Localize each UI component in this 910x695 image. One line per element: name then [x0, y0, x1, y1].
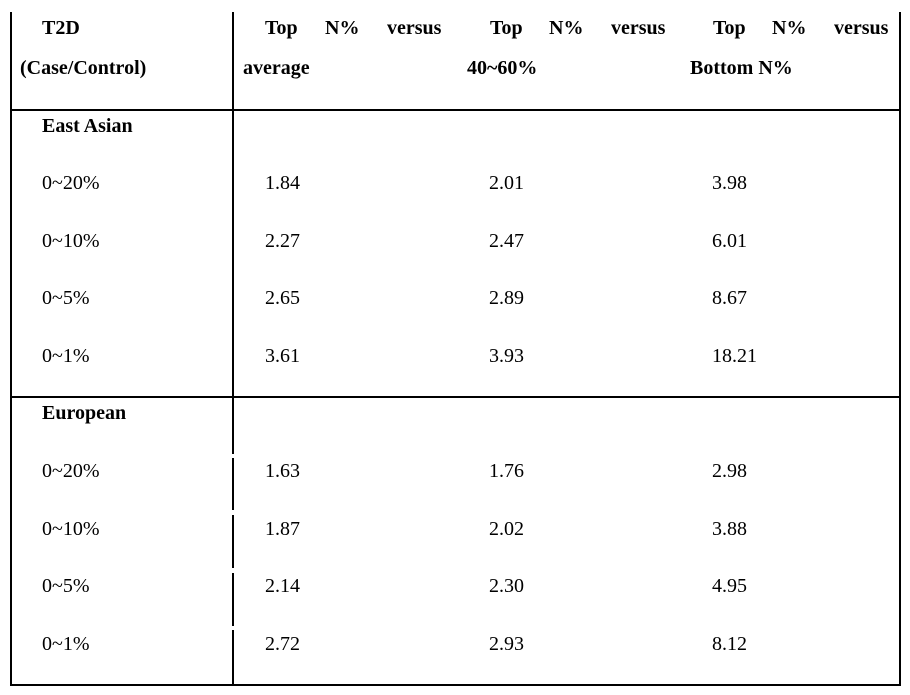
- header-col4-top: Top: [713, 17, 746, 39]
- cell-vs-bottom: 3.88: [712, 518, 747, 540]
- cell-vs-40-60: 2.47: [489, 230, 524, 252]
- group-divider-rule: [10, 396, 901, 398]
- header-t2d: T2D: [42, 17, 80, 39]
- cell-vs-40-60: 2.89: [489, 287, 524, 309]
- cell-vs-average: 1.87: [265, 518, 300, 540]
- row-range: 0~5%: [42, 575, 90, 597]
- group-label: East Asian: [42, 115, 133, 137]
- column-divider-european-label: [232, 397, 234, 454]
- cell-vs-40-60: 3.93: [489, 345, 524, 367]
- cell-vs-average: 2.65: [265, 287, 300, 309]
- column-divider-row: [232, 573, 234, 626]
- cell-vs-40-60: 2.02: [489, 518, 524, 540]
- cell-vs-bottom: 8.12: [712, 633, 747, 655]
- cell-vs-40-60: 2.93: [489, 633, 524, 655]
- cell-vs-40-60: 1.76: [489, 460, 524, 482]
- header-rule: [10, 109, 901, 111]
- cell-vs-average: 1.84: [265, 172, 300, 194]
- header-col4-line2: Bottom N%: [690, 57, 793, 79]
- cell-vs-bottom: 6.01: [712, 230, 747, 252]
- row-range: 0~1%: [42, 633, 90, 655]
- row-range: 0~20%: [42, 460, 100, 482]
- column-divider-top: [232, 12, 234, 397]
- header-col3-top: Top: [490, 17, 523, 39]
- header-col4-n: N%: [772, 17, 807, 39]
- row-range: 0~10%: [42, 518, 100, 540]
- header-col3-n: N%: [549, 17, 584, 39]
- cell-vs-bottom: 18.21: [712, 345, 757, 367]
- group-label: European: [42, 402, 127, 424]
- header-col2-line2: average: [243, 57, 310, 79]
- cell-vs-bottom: 4.95: [712, 575, 747, 597]
- table-frame: [10, 12, 901, 686]
- header-col2-top: Top: [265, 17, 298, 39]
- cell-vs-average: 2.72: [265, 633, 300, 655]
- row-range: 0~20%: [42, 172, 100, 194]
- cell-vs-average: 2.27: [265, 230, 300, 252]
- header-col3-versus: versus: [611, 17, 666, 39]
- column-divider-row: [232, 458, 234, 510]
- row-range: 0~1%: [42, 345, 90, 367]
- cell-vs-average: 3.61: [265, 345, 300, 367]
- cell-vs-bottom: 3.98: [712, 172, 747, 194]
- header-col2-n: N%: [325, 17, 360, 39]
- column-divider-row: [232, 630, 234, 686]
- row-range: 0~10%: [42, 230, 100, 252]
- cell-vs-bottom: 8.67: [712, 287, 747, 309]
- cell-vs-average: 2.14: [265, 575, 300, 597]
- header-col4-versus: versus: [834, 17, 889, 39]
- cell-vs-40-60: 2.30: [489, 575, 524, 597]
- cell-vs-40-60: 2.01: [489, 172, 524, 194]
- header-case-control: (Case/Control): [20, 57, 147, 79]
- row-range: 0~5%: [42, 287, 90, 309]
- column-divider-row: [232, 515, 234, 568]
- header-col2-versus: versus: [387, 17, 442, 39]
- cell-vs-bottom: 2.98: [712, 460, 747, 482]
- cell-vs-average: 1.63: [265, 460, 300, 482]
- header-col3-line2: 40~60%: [467, 57, 538, 79]
